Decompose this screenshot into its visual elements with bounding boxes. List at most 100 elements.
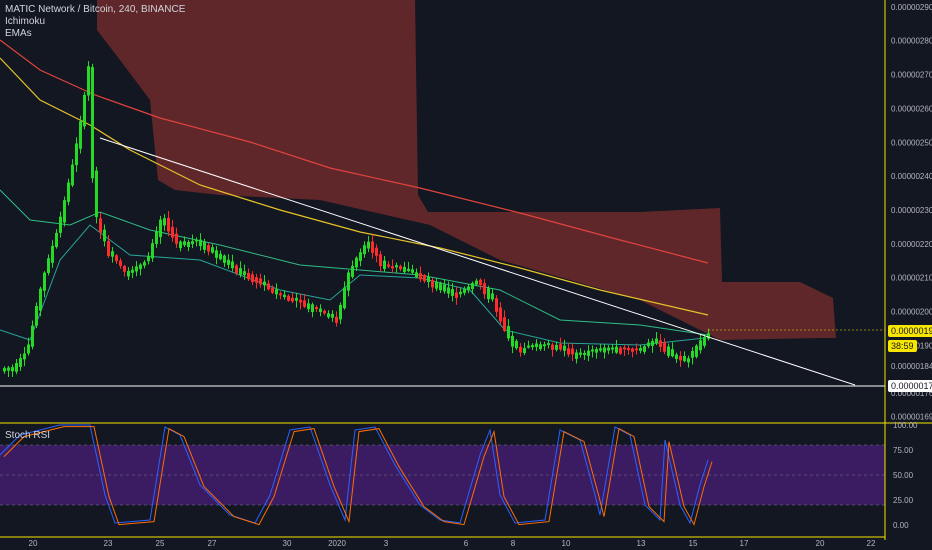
stoch-band xyxy=(0,445,885,505)
candle-body xyxy=(535,343,538,348)
candle-body xyxy=(591,349,594,352)
candle-body xyxy=(95,170,98,218)
candle-body xyxy=(143,262,146,266)
candle-body xyxy=(547,343,550,346)
candle-body xyxy=(335,316,338,323)
time-tick-label: 20 xyxy=(29,539,38,548)
time-tick-label: 22 xyxy=(867,539,876,548)
candle-body xyxy=(119,260,122,266)
time-tick-label: 10 xyxy=(562,539,571,548)
candle-body xyxy=(459,291,462,295)
candle-body xyxy=(251,274,254,283)
indicator-ichimoku[interactable]: Ichimoku xyxy=(5,16,46,27)
price-tick-label: 0.00000220 xyxy=(891,240,932,249)
candle-body xyxy=(595,349,598,353)
price-tick-label: 0.00000210 xyxy=(891,274,932,283)
candle-body xyxy=(427,276,430,283)
candle-body xyxy=(643,346,646,352)
candle-body xyxy=(227,259,230,265)
candle-body xyxy=(323,310,326,314)
candle-body xyxy=(71,164,74,186)
candle-body xyxy=(199,239,202,247)
candle-body xyxy=(23,353,26,360)
candle-body xyxy=(475,280,478,285)
candle-body xyxy=(559,344,562,350)
price-tick-label: 0.00000184 xyxy=(891,362,932,371)
candle-body xyxy=(571,348,574,355)
chart-title: MATIC Network / Bitcoin, 240, BINANCE xyxy=(5,4,186,15)
candle-body xyxy=(7,367,10,371)
candle-body xyxy=(151,243,154,259)
candle-body xyxy=(483,283,486,295)
candle-body xyxy=(39,288,42,311)
candle-body xyxy=(215,250,218,258)
stoch-tick-label: 50.00 xyxy=(893,471,914,480)
candle-body xyxy=(115,255,118,262)
candle-body xyxy=(375,247,378,256)
candle-body xyxy=(243,271,246,276)
candle-body xyxy=(347,272,350,291)
candle-body xyxy=(31,325,34,347)
price-tick-label: 0.00000250 xyxy=(891,138,932,147)
candle-body xyxy=(35,306,38,326)
ema-lines xyxy=(0,39,709,346)
candle-body xyxy=(123,265,126,272)
candle-body xyxy=(439,282,442,291)
candle-body xyxy=(319,308,322,313)
candle-body xyxy=(511,335,514,347)
candle-body xyxy=(611,347,614,350)
ichimoku-cloud xyxy=(97,0,836,340)
candle-body xyxy=(239,268,242,275)
candle-body xyxy=(435,281,438,289)
candle-body xyxy=(107,240,110,257)
candle-body xyxy=(279,293,282,296)
candle-body xyxy=(203,241,206,250)
candle-body xyxy=(387,264,390,267)
candle-body xyxy=(647,342,650,347)
candle-body xyxy=(15,363,18,372)
candle-body xyxy=(543,344,546,347)
price-tick-label: 0.00000230 xyxy=(891,206,932,215)
candle-body xyxy=(171,226,174,238)
candle-body xyxy=(531,345,534,348)
candle-body xyxy=(671,349,674,357)
candle-body xyxy=(699,340,702,351)
indicator-emas[interactable]: EMAs xyxy=(5,28,32,39)
candle-body xyxy=(467,286,470,291)
time-tick-label: 6 xyxy=(464,539,469,548)
candle-body xyxy=(275,289,278,295)
candle-body xyxy=(615,346,618,353)
candle-body xyxy=(99,218,102,233)
candle-body xyxy=(487,288,490,300)
candle-body xyxy=(355,257,358,268)
stoch-tick-label: 75.00 xyxy=(893,446,914,455)
candle-body xyxy=(503,317,506,331)
stoch-rsi-label[interactable]: Stoch RSI xyxy=(5,430,51,441)
candle-body xyxy=(167,217,170,232)
candle-body xyxy=(567,348,570,355)
candle-body xyxy=(59,216,62,233)
candle-body xyxy=(663,342,666,352)
candle-body xyxy=(635,348,638,351)
candle-body xyxy=(191,241,194,245)
candle-body xyxy=(207,245,210,252)
candle-body xyxy=(579,352,582,355)
price-tick-label: 0.00000280 xyxy=(891,37,932,46)
candle-body xyxy=(687,358,690,363)
candle-body xyxy=(179,241,182,249)
candle-body xyxy=(83,94,86,127)
candle-body xyxy=(75,143,78,166)
candle-body xyxy=(315,307,318,310)
candle-body xyxy=(155,231,158,244)
candle-body xyxy=(443,284,446,292)
overlays xyxy=(0,137,885,387)
candle-body xyxy=(447,287,450,294)
candle-body xyxy=(379,254,382,267)
candle-body xyxy=(103,229,106,242)
candle-body xyxy=(111,251,114,257)
price-tick-label: 0.00000260 xyxy=(891,104,932,113)
candle-body xyxy=(519,346,522,353)
candle-body xyxy=(515,340,518,349)
candle-body xyxy=(679,355,682,361)
